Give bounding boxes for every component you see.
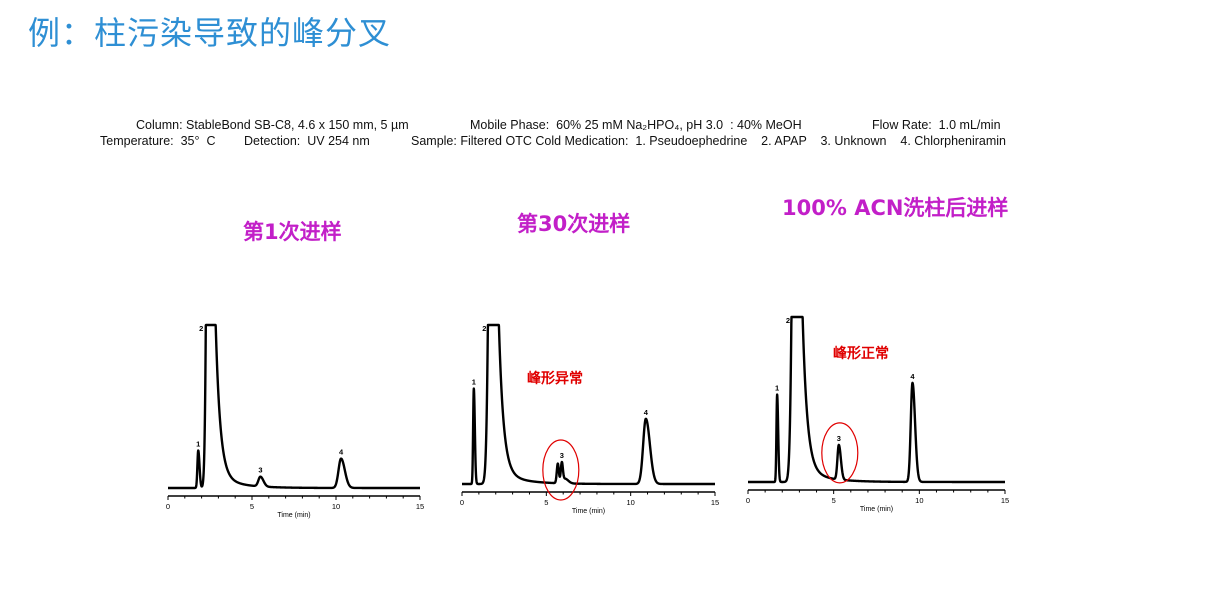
abnormal-peak-note: 峰形异常 (527, 371, 583, 387)
x-tick-label: 0 (460, 498, 464, 507)
peak-label-3: 3 (837, 434, 841, 443)
peak-label-4: 4 (910, 372, 915, 381)
condition-mobile-phase: Mobile Phase: 60% 25 mM Na₂HPO₄, pH 3.0 … (470, 118, 802, 132)
chart-3-title: 100% ACN洗柱后进样 (782, 196, 1009, 220)
x-tick-label: 10 (626, 498, 634, 507)
x-tick-label: 5 (544, 498, 548, 507)
peak-label-4: 4 (644, 408, 649, 417)
condition-detection: Detection: UV 254 nm (244, 134, 370, 148)
x-tick-label: 15 (416, 502, 424, 511)
peak-label-1: 1 (472, 378, 476, 387)
condition-temperature: Temperature: 35° C (100, 134, 216, 148)
x-tick-label: 15 (711, 498, 719, 507)
chromatogram-2: 0 5 10 15 Time (min) 1 2 3 4 (460, 323, 719, 515)
condition-sample: Sample: Filtered OTC Cold Medication: 1.… (411, 134, 1006, 148)
x-tick-label: 0 (166, 502, 170, 511)
chromatogram-trace (166, 323, 422, 490)
peak-label-2: 2 (199, 324, 203, 333)
peak-label-1: 1 (775, 384, 779, 393)
condition-column: Column: StableBond SB-C8, 4.6 x 150 mm, … (136, 118, 409, 132)
chart-2-title: 第30次进样 (517, 212, 631, 236)
x-tick-label: 15 (1001, 496, 1009, 505)
highlight-circle (821, 422, 859, 484)
x-tick-label: 10 (915, 496, 923, 505)
x-axis-label: Time (min) (277, 512, 310, 519)
slide-heading: 例：柱污染导致的峰分叉 (28, 14, 392, 52)
x-tick-label: 10 (332, 502, 340, 511)
x-axis-label: Time (min) (860, 506, 893, 513)
highlight-circle (542, 439, 580, 501)
peak-label-2: 2 (786, 316, 790, 325)
chromatogram-trace (746, 315, 1007, 484)
peak-label-3: 3 (560, 451, 564, 460)
peak-label-1: 1 (196, 440, 200, 449)
chart-1-title: 第1次进样 (243, 220, 342, 244)
peak-label-3: 3 (258, 466, 262, 475)
chromatogram-trace (460, 323, 717, 486)
x-axis-label: Time (min) (572, 508, 605, 515)
x-tick-label: 0 (746, 496, 750, 505)
chromatogram-3: 0 5 10 15 Time (min) 1 2 3 4 (746, 315, 1009, 513)
x-tick-label: 5 (832, 496, 836, 505)
peak-label-4: 4 (339, 448, 344, 457)
x-tick-label: 5 (250, 502, 254, 511)
chromatogram-1: 0 5 10 15 Time (min) 1 2 3 4 (166, 323, 424, 519)
condition-flow-rate: Flow Rate: 1.0 mL/min (872, 118, 1001, 132)
normal-peak-note: 峰形正常 (833, 346, 889, 362)
peak-label-2: 2 (482, 324, 486, 333)
